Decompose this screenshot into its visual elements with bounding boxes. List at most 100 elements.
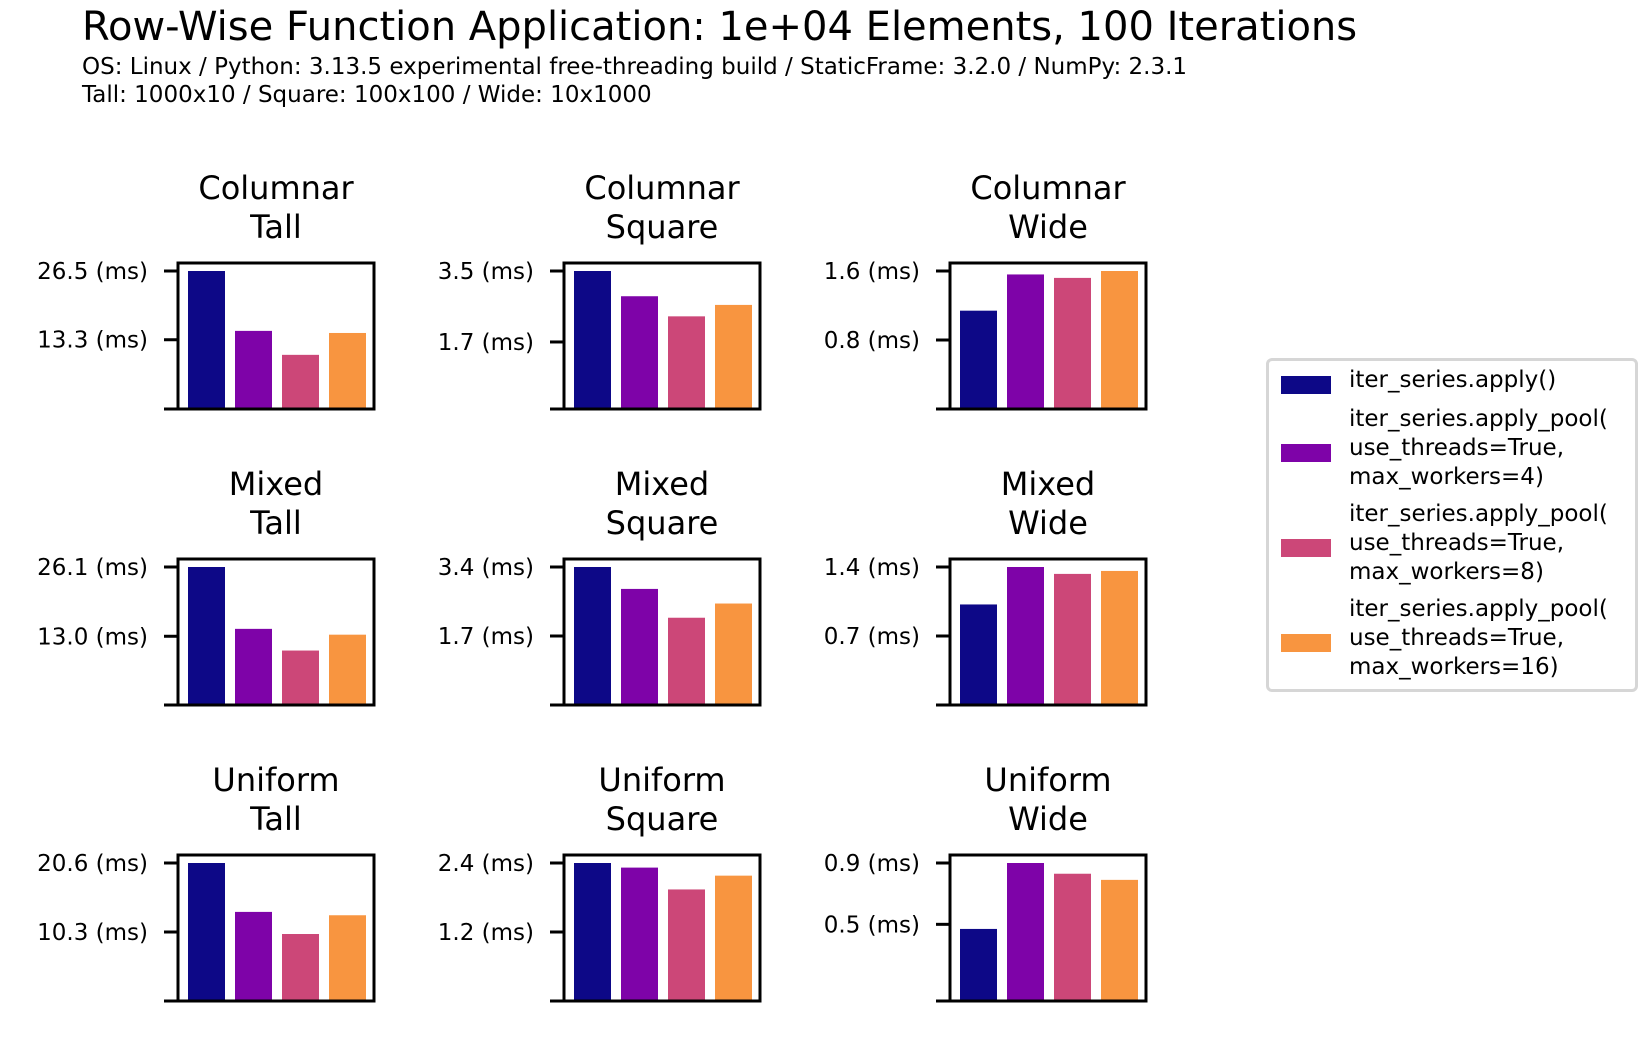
- axes-frame: [948, 261, 1148, 411]
- subplot-title: Uniform: [212, 761, 339, 799]
- bar: [960, 604, 997, 705]
- subplot-title: Square: [606, 504, 719, 542]
- legend-swatch: [1281, 376, 1331, 394]
- y-tick-label: 0.8 (ms): [824, 328, 920, 354]
- subplot-title: Columnar: [584, 169, 740, 207]
- axes-frame: [562, 853, 762, 1003]
- bar: [574, 567, 611, 705]
- y-tick-label: 1.7 (ms): [438, 330, 534, 356]
- bar: [574, 863, 611, 1001]
- y-tick-label: 1.6 (ms): [824, 259, 920, 285]
- bar: [235, 911, 272, 1001]
- y-tick-label: 13.3 (ms): [37, 328, 148, 354]
- bar: [188, 271, 225, 409]
- legend-label: iter_series.apply(): [1349, 367, 1557, 393]
- axes-frame: [562, 557, 762, 707]
- y-tick-label: 13.0 (ms): [37, 624, 148, 650]
- subplot-title: Columnar: [198, 169, 354, 207]
- axes-frame: [948, 853, 1148, 1003]
- subplot-title: Uniform: [598, 761, 725, 799]
- legend-swatch: [1281, 539, 1331, 557]
- bar: [1101, 879, 1138, 1001]
- legend-label: iter_series.apply_pool( use_threads=True…: [1349, 596, 1608, 680]
- bar: [668, 316, 705, 409]
- subplot-title: Square: [606, 800, 719, 838]
- axes-frame: [562, 261, 762, 411]
- bar: [1007, 567, 1044, 705]
- y-tick-label: 20.6 (ms): [37, 851, 148, 877]
- chart-title: Row-Wise Function Application: 1e+04 Ele…: [82, 4, 1358, 50]
- subplot-title: Tall: [249, 504, 302, 542]
- legend-label: iter_series.apply_pool( use_threads=True…: [1349, 406, 1608, 490]
- bar: [621, 867, 658, 1001]
- bar: [188, 567, 225, 705]
- y-tick-label: 3.4 (ms): [438, 555, 534, 581]
- bar: [1054, 573, 1091, 705]
- bar: [1054, 873, 1091, 1001]
- bar: [329, 332, 366, 409]
- bar: [235, 330, 272, 409]
- bar: [715, 603, 752, 705]
- bar: [668, 617, 705, 705]
- y-tick-label: 1.2 (ms): [438, 920, 534, 946]
- y-tick-label: 10.3 (ms): [37, 920, 148, 946]
- chart-subtitle-environment: OS: Linux / Python: 3.13.5 experimental …: [82, 54, 1188, 80]
- axes-frame: [176, 261, 376, 411]
- subplot-title: Tall: [249, 208, 302, 246]
- bar: [1101, 570, 1138, 705]
- bar: [235, 628, 272, 705]
- bar: [1054, 277, 1091, 409]
- y-tick-label: 1.7 (ms): [438, 624, 534, 650]
- subplot-title: Tall: [249, 800, 302, 838]
- bar: [621, 296, 658, 409]
- bar: [960, 928, 997, 1001]
- bar: [282, 650, 319, 705]
- bar: [329, 915, 366, 1001]
- subplot-title: Wide: [1008, 208, 1088, 246]
- bar: [960, 310, 997, 409]
- subplot-title: Mixed: [229, 465, 323, 503]
- bar: [282, 354, 319, 409]
- bar: [1007, 274, 1044, 409]
- axes-frame: [176, 557, 376, 707]
- bar: [715, 304, 752, 409]
- subplot-title: Uniform: [984, 761, 1111, 799]
- bar: [282, 934, 319, 1001]
- bar: [715, 875, 752, 1001]
- y-tick-label: 26.1 (ms): [37, 555, 148, 581]
- y-tick-label: 0.9 (ms): [824, 851, 920, 877]
- y-tick-label: 2.4 (ms): [438, 851, 534, 877]
- chart-subtitle-shapes: Tall: 1000x10 / Square: 100x100 / Wide: …: [82, 82, 652, 108]
- bar: [574, 271, 611, 409]
- bar: [1007, 863, 1044, 1001]
- bar: [621, 588, 658, 705]
- bar: [188, 863, 225, 1001]
- subplot-title: Columnar: [970, 169, 1126, 207]
- legend-swatch: [1281, 444, 1331, 462]
- subplot-title: Wide: [1008, 800, 1088, 838]
- y-tick-label: 26.5 (ms): [37, 259, 148, 285]
- subplot-title: Mixed: [615, 465, 709, 503]
- y-tick-label: 0.5 (ms): [824, 912, 920, 938]
- legend: iter_series.apply() iter_series.apply_po…: [1266, 358, 1638, 692]
- bar: [668, 889, 705, 1001]
- y-tick-label: 1.4 (ms): [824, 555, 920, 581]
- subplot-title: Mixed: [1001, 465, 1095, 503]
- subplot-title: Wide: [1008, 504, 1088, 542]
- subplot-title: Square: [606, 208, 719, 246]
- legend-swatch: [1281, 634, 1331, 652]
- y-tick-label: 3.5 (ms): [438, 259, 534, 285]
- legend-label: iter_series.apply_pool( use_threads=True…: [1349, 501, 1608, 585]
- axes-frame: [948, 557, 1148, 707]
- bar: [1101, 271, 1138, 409]
- axes-frame: [176, 853, 376, 1003]
